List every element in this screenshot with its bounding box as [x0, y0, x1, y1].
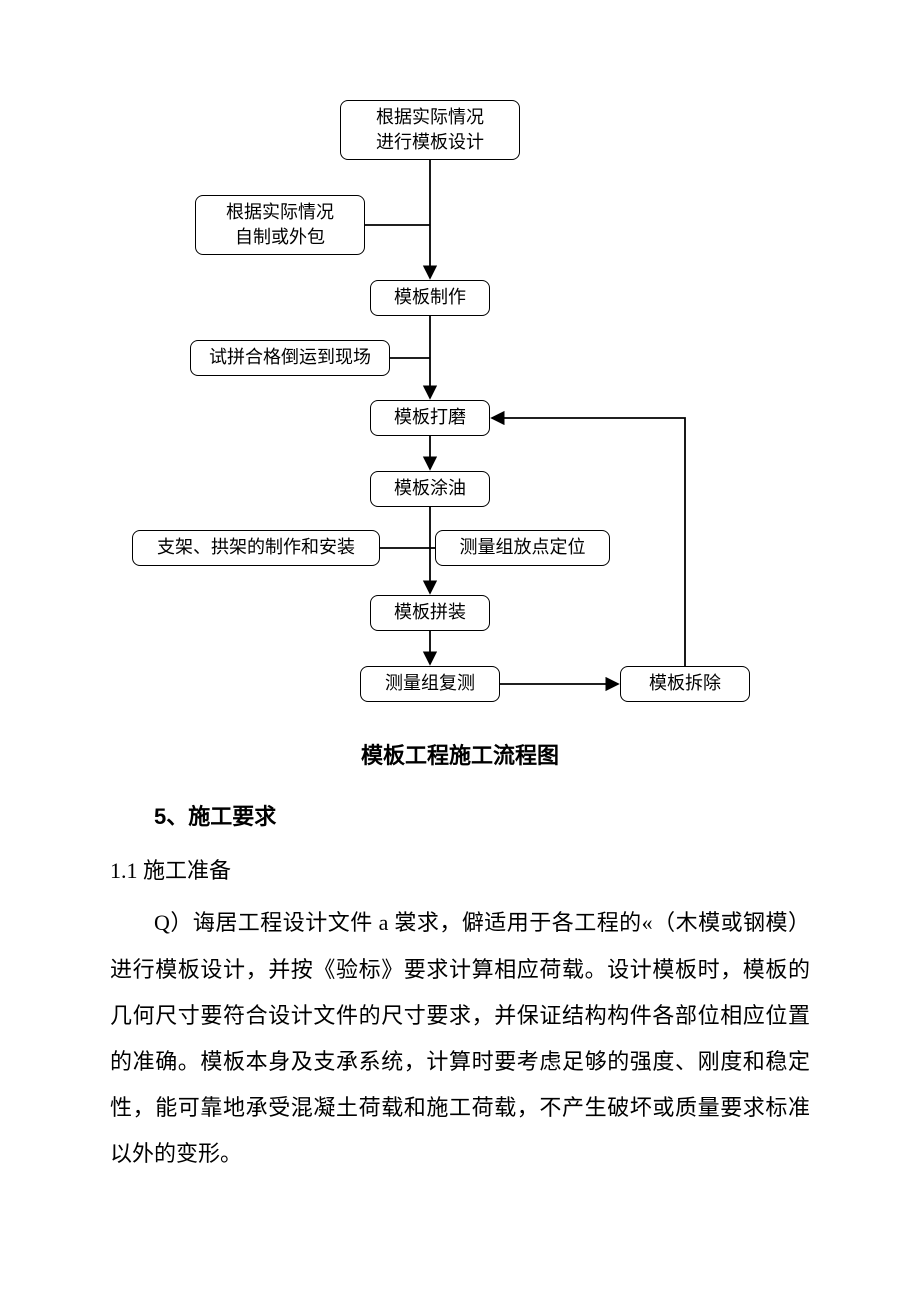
flow-node-assemble: 模板拼装 [370, 595, 490, 631]
flow-node-oil: 模板涂油 [370, 471, 490, 507]
flow-node-trial-assembly: 试拼合格倒运到现场 [190, 340, 390, 376]
flow-node-dismantle: 模板拆除 [620, 666, 750, 702]
subsection-heading: 1.1 施工准备 [110, 848, 810, 894]
section-heading: 5、施工要求 [110, 794, 810, 840]
flow-node-support-install: 支架、拱架的制作和安装 [132, 530, 380, 566]
flowchart-caption: 模板工程施工流程图 [0, 738, 920, 770]
flow-node-polish: 模板打磨 [370, 400, 490, 436]
paragraph: Q）诲居工程设计文件 a 裳求，僻适用于各工程的«（木模或钢模）进行模板设计，并… [110, 900, 810, 1177]
flow-node-fabricate: 模板制作 [370, 280, 490, 316]
flow-node-design: 根据实际情况进行模板设计 [340, 100, 520, 160]
flowchart-canvas: 根据实际情况进行模板设计 根据实际情况自制或外包 模板制作 试拼合格倒运到现场 … [0, 0, 920, 720]
body-text: 5、施工要求 1.1 施工准备 Q）诲居工程设计文件 a 裳求，僻适用于各工程的… [0, 794, 920, 1238]
flow-node-survey-position: 测量组放点定位 [435, 530, 610, 566]
flow-node-make-or-outsource: 根据实际情况自制或外包 [195, 195, 365, 255]
flow-node-resurvey: 测量组复测 [360, 666, 500, 702]
